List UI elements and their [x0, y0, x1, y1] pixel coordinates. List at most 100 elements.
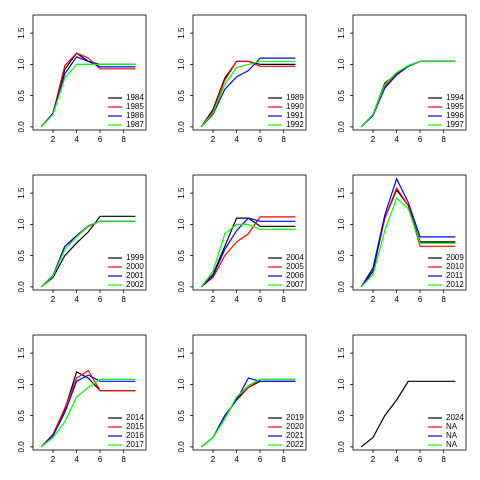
series-line [40, 374, 136, 448]
series-line [40, 378, 136, 448]
series-line [360, 60, 456, 128]
y-tick-label: 0.0 [17, 281, 26, 293]
y-tick-label: 1.0 [337, 58, 346, 70]
y-tick-label: 1.0 [177, 218, 186, 230]
legend-label: 1989 [286, 93, 304, 102]
y-tick-label: 1.0 [177, 378, 186, 390]
legend-label: 2020 [286, 422, 304, 431]
legend-label: 1987 [126, 120, 144, 129]
y-tick-label: 1.5 [337, 347, 346, 359]
x-tick-label: 2 [51, 295, 56, 304]
y-tick-label: 1.5 [17, 187, 26, 199]
x-tick-label: 6 [418, 135, 423, 144]
plot-box [192, 334, 307, 451]
legend-label: NA [446, 440, 458, 449]
series-line [200, 60, 296, 128]
x-tick-label: 4 [234, 455, 239, 464]
y-tick-label: 1.5 [337, 187, 346, 199]
x-tick-label: 4 [394, 455, 399, 464]
legend-label: 2004 [286, 253, 304, 262]
y-tick-label: 0.5 [337, 90, 346, 102]
y-tick-label: 1.5 [177, 27, 186, 39]
y-tick-label: 0.0 [337, 441, 346, 453]
y-tick-label: 0.0 [17, 441, 26, 453]
series-line [360, 60, 456, 128]
legend-label: 2016 [126, 431, 144, 440]
x-tick-label: 4 [394, 135, 399, 144]
y-tick-label: 0.0 [17, 121, 26, 133]
legend-label: 2011 [446, 271, 464, 280]
series-line [40, 63, 136, 128]
y-tick-label: 0.5 [177, 250, 186, 262]
legend-label: 1994 [446, 93, 464, 102]
x-tick-label: 4 [234, 295, 239, 304]
plot-box [352, 334, 467, 451]
series-line [200, 223, 296, 288]
x-tick-label: 2 [371, 135, 376, 144]
legend-label: 1997 [446, 120, 464, 129]
legend-label: 1984 [126, 93, 144, 102]
y-tick-label: 0.5 [177, 90, 186, 102]
x-tick-label: 2 [51, 135, 56, 144]
series-line [200, 60, 296, 128]
legend-label: NA [446, 422, 458, 431]
x-tick-label: 8 [121, 295, 126, 304]
plot-box [192, 14, 307, 131]
x-tick-label: 6 [258, 295, 263, 304]
y-tick-label: 1.0 [337, 378, 346, 390]
x-tick-label: 4 [394, 295, 399, 304]
x-tick-label: 2 [211, 135, 216, 144]
y-tick-label: 1.5 [177, 187, 186, 199]
plot-box [192, 174, 307, 291]
legend-label: 2019 [286, 413, 304, 422]
legend-label: 2009 [446, 253, 464, 262]
y-tick-label: 0.5 [337, 410, 346, 422]
x-tick-label: 6 [258, 455, 263, 464]
x-tick-label: 8 [281, 295, 286, 304]
legend-label: 1991 [286, 111, 304, 120]
legend-label: NA [446, 431, 458, 440]
series-line [200, 216, 296, 288]
y-tick-label: 0.5 [17, 410, 26, 422]
y-tick-label: 1.0 [337, 218, 346, 230]
y-tick-label: 1.5 [177, 347, 186, 359]
legend-label: 2024 [446, 413, 464, 422]
legend-label: 2006 [286, 271, 304, 280]
legend-label: 2014 [126, 413, 144, 422]
legend-label: 2015 [126, 422, 144, 431]
y-tick-label: 0.5 [177, 410, 186, 422]
legend-label: 1985 [126, 102, 144, 111]
y-tick-label: 0.0 [177, 121, 186, 133]
y-tick-label: 0.5 [337, 250, 346, 262]
legend-label: 1992 [286, 120, 304, 129]
series-line [40, 369, 136, 448]
x-tick-label: 8 [281, 135, 286, 144]
y-tick-label: 0.0 [337, 281, 346, 293]
x-tick-label: 4 [234, 135, 239, 144]
legend-label: 2012 [446, 280, 464, 289]
series-line [40, 220, 136, 288]
plot-box [32, 334, 147, 451]
y-tick-label: 1.5 [17, 27, 26, 39]
series-line [360, 380, 456, 448]
y-tick-label: 1.0 [17, 58, 26, 70]
y-tick-label: 1.5 [337, 27, 346, 39]
legend-label: 1986 [126, 111, 144, 120]
x-tick-label: 6 [418, 295, 423, 304]
y-tick-label: 0.5 [17, 90, 26, 102]
x-tick-label: 6 [98, 295, 103, 304]
plot-box [352, 174, 467, 291]
legend-label: 2002 [126, 280, 144, 289]
x-tick-label: 8 [441, 135, 446, 144]
x-tick-label: 8 [441, 455, 446, 464]
legend-label: 2000 [126, 262, 144, 271]
legend-label: 1995 [446, 102, 464, 111]
series-line [360, 60, 456, 128]
